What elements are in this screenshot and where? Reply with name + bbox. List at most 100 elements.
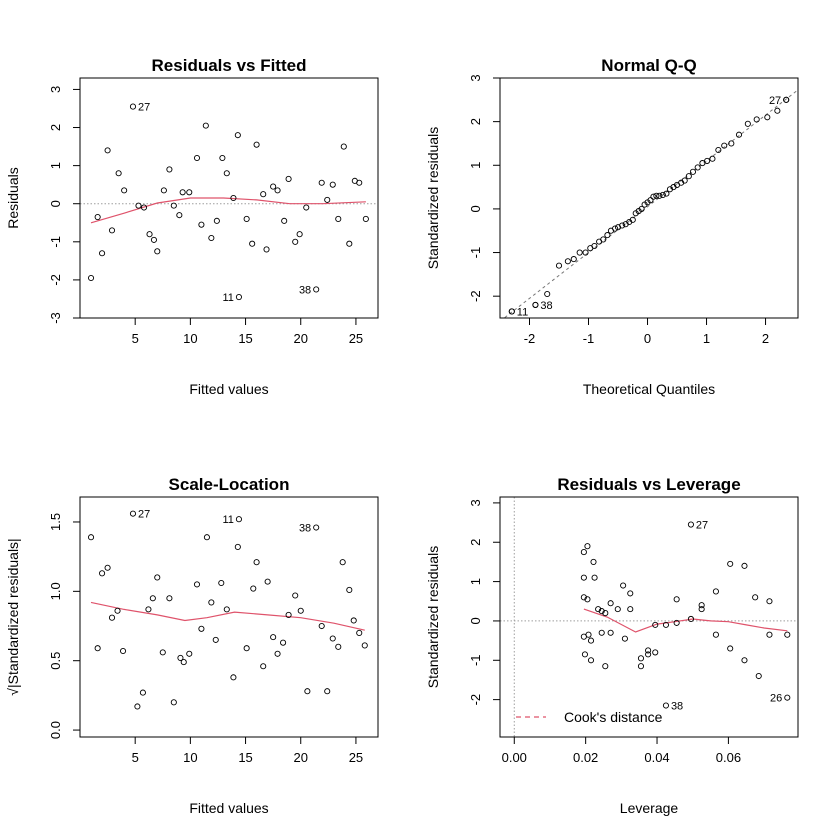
data-point [329, 635, 336, 642]
data-point [362, 215, 369, 223]
data-point [591, 242, 598, 250]
data-point [637, 655, 645, 662]
data-point [243, 645, 250, 652]
point-label: 38 [299, 523, 311, 535]
data-point [285, 611, 292, 618]
y-tick-label: -1 [468, 247, 483, 259]
data-point [208, 599, 215, 606]
y-tick-label: 1 [48, 162, 63, 169]
data-point [755, 672, 762, 680]
data-point [712, 588, 719, 595]
data-point [532, 301, 539, 308]
data-point [689, 168, 697, 175]
data-point [620, 582, 627, 589]
data-point [318, 622, 325, 630]
y-axis-label: Residuals [5, 167, 21, 228]
data-point [600, 236, 607, 243]
x-tick-label: 0.04 [644, 750, 669, 765]
data-point [145, 606, 152, 613]
qq-reference-line [503, 89, 798, 318]
data-point [656, 192, 663, 199]
x-axis-label: Theoretical Quantiles [583, 381, 715, 397]
data-point [783, 96, 790, 103]
data-point [263, 246, 270, 253]
data-point [591, 574, 598, 581]
data-point [264, 578, 271, 585]
y-tick-label: 0.5 [48, 652, 63, 670]
data-point [650, 193, 657, 200]
data-point [150, 236, 157, 243]
data-point [694, 164, 701, 171]
data-point [681, 177, 688, 184]
data-point [612, 225, 619, 232]
data-point [274, 650, 281, 657]
data-point [115, 170, 122, 177]
y-axis-label: Standardized residuals [425, 546, 441, 688]
data-point [203, 534, 210, 541]
data-point [99, 570, 106, 577]
plot-frame [499, 496, 799, 738]
data-point [253, 141, 260, 148]
data-point [585, 631, 592, 638]
data-point [590, 558, 597, 565]
data-point [784, 631, 791, 638]
data-point [108, 614, 116, 621]
point-label: 38 [671, 701, 683, 713]
y-tick-label: 1 [468, 578, 483, 585]
data-point [253, 559, 260, 566]
point-label: 27 [138, 102, 150, 114]
data-point [356, 179, 363, 186]
data-point [324, 196, 331, 203]
plot-title: Residuals vs Leverage [557, 475, 740, 494]
data-point [621, 635, 628, 642]
y-tick-label: 3 [48, 86, 63, 93]
x-axis-label: Fitted values [189, 800, 268, 816]
point-label: 27 [769, 95, 781, 107]
data-point [652, 621, 659, 628]
data-point [709, 155, 716, 162]
data-point [685, 173, 692, 180]
x-tick-label: 0.02 [573, 750, 598, 765]
x-tick-label: 5 [132, 750, 139, 765]
data-point [87, 534, 95, 541]
data-point [607, 629, 614, 636]
y-tick-label: -2 [48, 274, 63, 286]
data-point [250, 585, 257, 592]
data-point [727, 645, 734, 652]
point-label: 11 [223, 514, 234, 526]
data-point [587, 637, 595, 644]
data-point [508, 308, 515, 315]
data-point [774, 107, 781, 114]
data-point [104, 564, 111, 571]
data-point [662, 702, 670, 709]
data-point [576, 249, 583, 256]
data-point [356, 629, 363, 637]
data-point [166, 166, 173, 173]
x-tick-label: 25 [349, 331, 363, 346]
data-point [193, 154, 201, 162]
data-point [176, 212, 183, 219]
data-point [186, 650, 193, 657]
panel-residuals-vs-leverage: 27 38 26 0.00 0.02 0.04 0.06 -2 -1 0 1 2 3 Residuals … [425, 475, 799, 816]
data-point [673, 596, 680, 603]
data-point [698, 606, 705, 613]
data-point [727, 560, 734, 567]
data-point [329, 181, 336, 188]
y-tick-label: 2 [468, 539, 483, 546]
data-point [607, 600, 614, 607]
data-point [584, 596, 591, 603]
y-tick-label: -2 [468, 290, 483, 302]
data-point [766, 598, 773, 605]
data-point [687, 521, 694, 528]
x-tick-label: 10 [183, 331, 197, 346]
data-point [604, 232, 611, 239]
data-point [292, 238, 299, 245]
data-point [159, 649, 166, 656]
y-axis-label: √|Standardized residuals| [5, 538, 21, 695]
data-point [712, 631, 719, 638]
data-point [704, 157, 711, 164]
data-point [179, 189, 186, 196]
data-point [602, 663, 609, 670]
data-point [570, 256, 577, 263]
